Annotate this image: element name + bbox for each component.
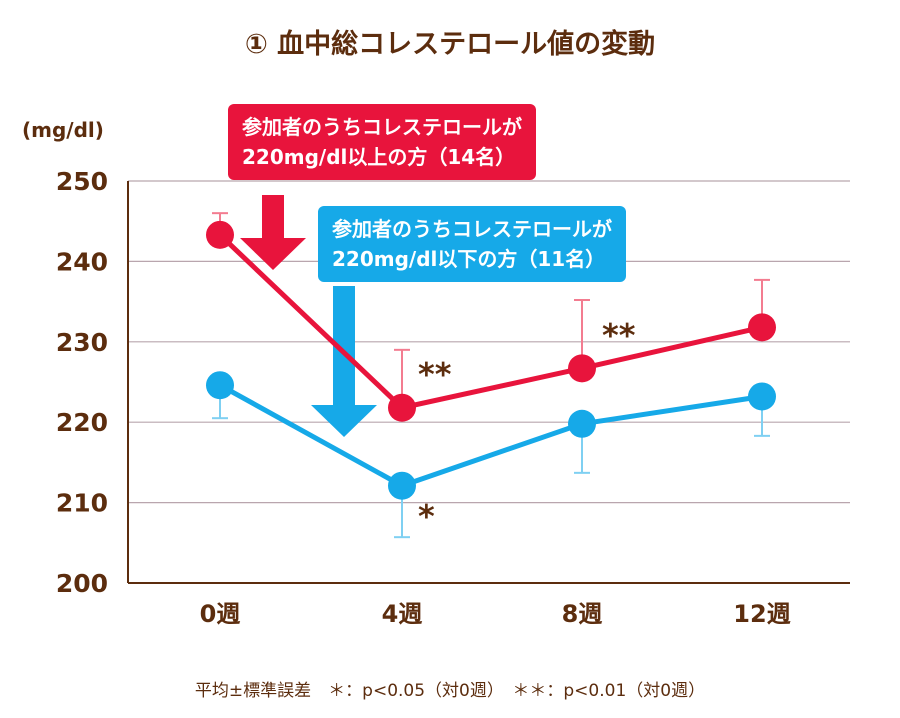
y-axis-label: (mg/dl) bbox=[22, 118, 104, 142]
data-point bbox=[568, 354, 596, 383]
x-tick-label: 4週 bbox=[382, 600, 423, 628]
data-point bbox=[748, 313, 776, 342]
x-tick-label: 8週 bbox=[562, 600, 603, 628]
data-point bbox=[206, 220, 234, 249]
y-tick-label: 240 bbox=[56, 247, 108, 276]
callout-high-line2: 220mg/dl以上の方（14名） bbox=[242, 145, 516, 169]
series-line bbox=[218, 383, 763, 489]
data-point bbox=[748, 382, 776, 411]
significance-mark: ** bbox=[602, 316, 636, 354]
data-point bbox=[206, 371, 234, 400]
data-point bbox=[388, 471, 416, 500]
callout-low-line2: 220mg/dl以下の方（11名） bbox=[332, 247, 606, 271]
data-point bbox=[568, 409, 596, 438]
callout-high-line1: 参加者のうちコレステロールが bbox=[242, 115, 522, 139]
y-tick-label: 210 bbox=[56, 489, 108, 518]
y-tick-label: 220 bbox=[56, 408, 108, 437]
significance-mark: ** bbox=[418, 356, 452, 394]
y-tick-label: 250 bbox=[56, 167, 108, 196]
arrow-down-blue bbox=[311, 286, 377, 437]
callout-low-line1: 参加者のうちコレステロールが bbox=[332, 217, 612, 241]
footnote: 平均±標準誤差 ＊：p<0.05（対0週） ＊＊：p<0.01（対0週） bbox=[194, 681, 706, 701]
callout-low: 参加者のうちコレステロールが 220mg/dl以下の方（11名） bbox=[318, 206, 626, 282]
y-tick-label: 230 bbox=[56, 328, 108, 357]
arrow-down-red bbox=[240, 195, 306, 270]
y-tick-label: 200 bbox=[56, 569, 108, 598]
x-tick-label: 12週 bbox=[733, 600, 790, 628]
chart-title: ① 血中総コレステロール値の変動 bbox=[244, 29, 656, 60]
series-line bbox=[218, 233, 763, 411]
callout-high: 参加者のうちコレステロールが 220mg/dl以上の方（14名） bbox=[228, 104, 536, 180]
x-tick-label: 0週 bbox=[200, 600, 241, 628]
significance-mark: * bbox=[418, 498, 435, 536]
data-point bbox=[388, 393, 416, 422]
